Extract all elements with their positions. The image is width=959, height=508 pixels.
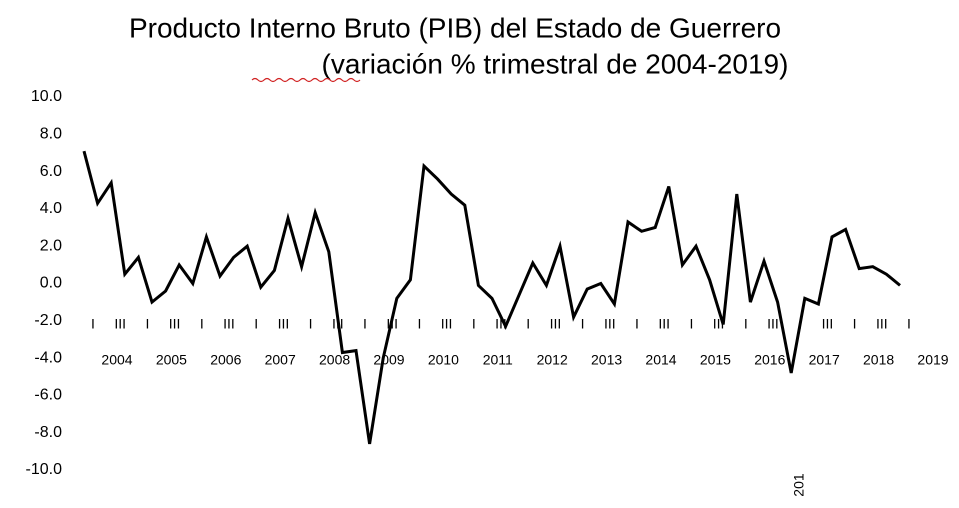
x-tick-label: III — [495, 316, 507, 332]
x-tick-label: III — [441, 316, 453, 332]
y-tick-label: -2.0 — [34, 312, 62, 329]
x-tick-label: I — [200, 316, 204, 332]
year-label: 2016 — [754, 352, 785, 368]
y-tick-label: 10.0 — [31, 88, 62, 105]
year-label: 2012 — [537, 352, 568, 368]
x-tick-label: I — [907, 316, 911, 332]
y-tick-label: 8.0 — [40, 126, 62, 143]
y-tick-label: 2.0 — [40, 237, 62, 254]
x-tick-label: I — [526, 316, 530, 332]
spell-underline — [251, 77, 361, 83]
y-tick-label: -4.0 — [34, 349, 62, 366]
y-tick-label: 4.0 — [40, 200, 62, 217]
year-label: 2008 — [319, 352, 350, 368]
year-label: 2019 — [917, 352, 948, 368]
x-tick-label: I — [363, 316, 367, 332]
chart-subtitle: (variación % trimestral de 2004-2019) — [322, 48, 789, 79]
chart-title: Producto Interno Bruto (PIB) del Estado … — [129, 12, 781, 43]
year-label: 2006 — [210, 352, 241, 368]
x-tick-label: III — [658, 316, 670, 332]
x-tick-label: III — [550, 316, 562, 332]
line — [82, 150, 901, 445]
year-label: 2004 — [101, 352, 132, 368]
x-tick-label: I — [145, 316, 149, 332]
x-tick-label: I — [635, 316, 639, 332]
x-tick-label: I — [472, 316, 476, 332]
x-tick-label: I — [91, 316, 95, 332]
x-tick-label: III — [169, 316, 181, 332]
x-tick-label: I — [254, 316, 258, 332]
x-tick-label: III — [822, 316, 834, 332]
year-label: 2007 — [265, 352, 296, 368]
x-tick-label: I — [309, 316, 313, 332]
x-tick-label: I — [744, 316, 748, 332]
y-tick-label: -10.0 — [26, 461, 63, 478]
x-tick-label: I — [581, 316, 585, 332]
x-tick-label: III — [767, 316, 779, 332]
year-label: 2005 — [156, 352, 187, 368]
year-label: 2015 — [700, 352, 731, 368]
x-tick-label: III — [278, 316, 290, 332]
year-label: 2017 — [809, 352, 840, 368]
year-label: 2009 — [373, 352, 404, 368]
y-tick-label: -8.0 — [34, 424, 62, 441]
year-label: 2013 — [591, 352, 622, 368]
y-tick-label: -6.0 — [34, 387, 62, 404]
annotation: 201 — [791, 473, 807, 497]
year-label: 2010 — [428, 352, 459, 368]
x-tick-label: III — [114, 316, 126, 332]
x-tick-label: I — [689, 316, 693, 332]
x-tick-label: III — [604, 316, 616, 332]
x-tick-label: III — [223, 316, 235, 332]
year-label: 2018 — [863, 352, 894, 368]
year-label: 2014 — [645, 352, 676, 368]
x-tick-label: III — [713, 316, 725, 332]
y-tick-label: 0.0 — [40, 275, 62, 292]
x-tick-label: I — [853, 316, 857, 332]
x-tick-label: I — [417, 316, 421, 332]
year-label: 2011 — [483, 352, 513, 368]
x-tick-label: III — [876, 316, 888, 332]
y-tick-label: 6.0 — [40, 163, 62, 180]
